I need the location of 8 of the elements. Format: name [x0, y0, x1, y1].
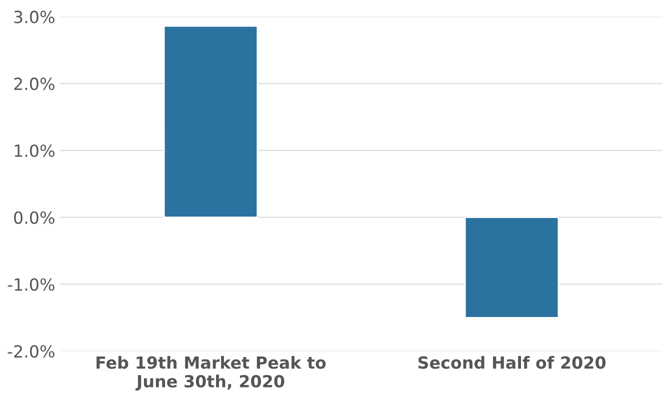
- y-tick-label: -1.0%: [8, 278, 54, 291]
- y-tick-label: 0.0%: [14, 211, 54, 224]
- y-tick-label: -2.0%: [8, 345, 54, 358]
- y-tick-label: 2.0%: [14, 78, 54, 90]
- x-tick-label: Feb 19th Market Peak to June 30th, 2020: [96, 356, 326, 391]
- x-tick-label: Second Half of 2020: [418, 356, 606, 369]
- y-tick-label: 1.0%: [14, 144, 54, 158]
- y-tick-label: 3.0%: [14, 10, 54, 24]
